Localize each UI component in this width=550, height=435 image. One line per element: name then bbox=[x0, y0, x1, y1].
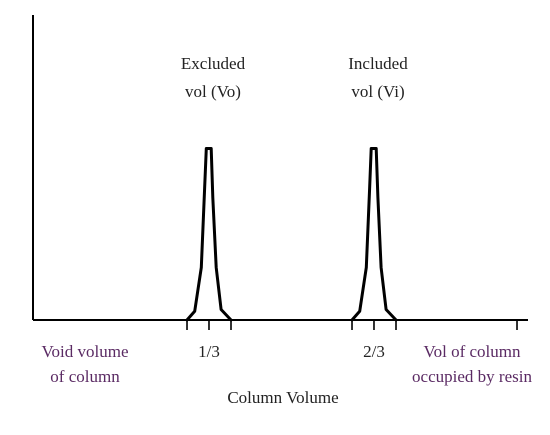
peak-label: vol (Vo) bbox=[185, 82, 241, 101]
peak-label: Excluded bbox=[181, 54, 246, 73]
x-axis-label: Column Volume bbox=[227, 388, 338, 407]
resin-volume-annotation: Vol of column bbox=[424, 342, 521, 361]
x-ticks: 1/3 2/3 bbox=[186, 320, 518, 361]
peak-curve bbox=[350, 147, 398, 322]
labels: Column Volume Excluded vol (Vo) Included vo… bbox=[41, 54, 532, 407]
x-tick-label: 2/3 bbox=[363, 342, 385, 361]
void-volume-annotation: Void volume bbox=[41, 342, 128, 361]
x-tick-label: 1/3 bbox=[198, 342, 220, 361]
resin-volume-annotation: occupied by resin bbox=[412, 367, 532, 386]
void-volume-annotation: of column bbox=[50, 367, 120, 386]
peak-label: Included bbox=[348, 54, 408, 73]
peaks bbox=[185, 147, 398, 322]
axes bbox=[32, 15, 528, 321]
peak-curve bbox=[185, 147, 233, 322]
peak-label: vol (Vi) bbox=[351, 82, 404, 101]
